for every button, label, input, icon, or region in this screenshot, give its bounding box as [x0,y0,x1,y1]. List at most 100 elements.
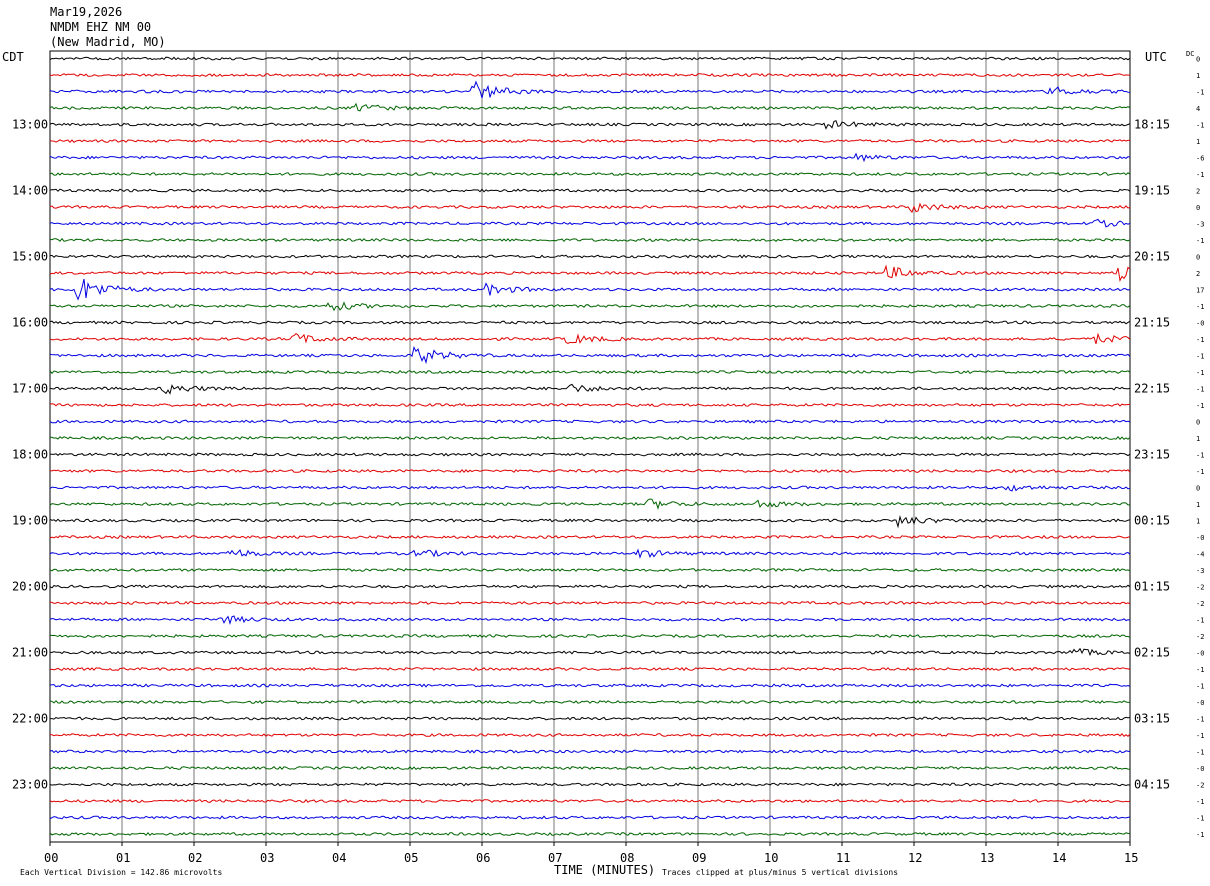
dc-offset-label: -2 [1196,782,1204,790]
dc-label: DC [1186,50,1194,58]
dc-offset-label: -1 [1196,815,1204,823]
dc-offset-label: -0 [1196,699,1204,707]
x-tick-label: 03 [260,851,274,865]
trace-line [49,56,1131,61]
trace-line [49,452,1131,457]
trace-line [49,383,1131,395]
dc-offset-label: 1 [1196,435,1200,443]
right-hour-label: 00:15 [1134,514,1170,528]
trace-line [49,264,1131,283]
right-hour-label: 22:15 [1134,382,1170,396]
x-axis-ticks: 00 01 02 03 04 05 06 07 08 09 10 11 12 13 14 15 [44,842,1138,865]
dc-offset-label: 2 [1196,188,1200,196]
x-tick-label: 05 [404,851,418,865]
footer-scale-note: Each Vertical Division = 142.86 microvol… [20,868,222,877]
x-tick-label: 15 [1124,851,1138,865]
trace-line [49,278,1131,301]
dc-offset-label: -1 [1196,831,1204,839]
right-hour-labels: 18:15 19:15 20:15 21:15 22:15 23:15 00:15 01:15… [1134,118,1170,792]
trace-line [49,254,1131,259]
trace-line [50,732,1131,737]
dc-offset-label: -1 [1196,798,1204,806]
right-hour-label: 01:15 [1134,580,1170,594]
dc-offset-label: -1 [1196,402,1204,410]
dc-offset-label: 0 [1196,254,1200,262]
left-hour-label: 20:00 [12,580,48,594]
left-hour-label: 23:00 [12,778,48,792]
right-timezone-label: UTC [1145,50,1167,64]
x-tick-label: 02 [188,851,202,865]
trace-line [49,332,1131,345]
dc-offset-label: 1 [1196,72,1200,80]
trace-line [49,765,1131,770]
left-hour-label: 22:00 [12,712,48,726]
dc-offset-label: -0 [1196,650,1204,658]
trace-line [49,615,1131,626]
dc-offset-label: -3 [1196,567,1204,575]
trace-line [49,120,1131,130]
right-hour-label: 03:15 [1134,712,1170,726]
trace-line [49,369,1131,375]
dc-offset-label: -1 [1196,353,1204,361]
dc-offset-label: -1 [1196,303,1204,311]
x-tick-label: 12 [908,851,922,865]
trace-line [49,534,1131,539]
left-hour-label: 13:00 [12,118,48,132]
dc-offset-label: 0 [1196,485,1200,493]
right-hour-label: 02:15 [1134,646,1170,660]
left-hour-label: 14:00 [12,184,48,198]
dc-offset-label: 0 [1196,56,1200,64]
trace-line [49,138,1131,144]
dc-offset-label: -2 [1196,584,1204,592]
dc-offset-label: -1 [1196,468,1204,476]
x-tick-label: 14 [1052,851,1066,865]
dc-offset-label: -1 [1196,237,1204,245]
footer-clip-note: Traces clipped at plus/minus 5 vertical … [662,868,898,877]
left-hour-labels: 13:00 14:00 15:00 16:00 17:00 18:00 19:00 20:00… [12,118,48,792]
dc-offset-label: 17 [1196,287,1204,295]
trace-line [49,600,1131,606]
trace-line [49,301,1131,312]
dc-offset-label: 1 [1196,138,1200,146]
trace-line [49,320,1131,325]
trace-line [49,782,1131,787]
dc-offset-label: -6 [1196,155,1204,163]
dc-offset-label: -1 [1196,336,1204,344]
x-tick-label: 04 [332,851,346,865]
right-hour-label: 21:15 [1134,316,1170,330]
right-hour-label: 20:15 [1134,250,1170,264]
trace-line [49,749,1131,754]
trace-line [49,815,1131,820]
dc-offset-label: -2 [1196,600,1204,608]
trace-line [49,567,1131,573]
dc-offset-label: -0 [1196,534,1204,542]
left-hour-label: 19:00 [12,514,48,528]
dc-offset-label: -1 [1196,171,1204,179]
x-tick-label: 01 [116,851,130,865]
right-hour-label: 23:15 [1134,448,1170,462]
dc-offset-label: -4 [1196,551,1204,559]
trace-line [49,484,1131,492]
dc-offset-label: -1 [1196,386,1204,394]
dc-offset-label: -1 [1196,666,1204,674]
trace-line [49,435,1131,441]
trace-line [49,799,1131,803]
dc-offset-label: 0 [1196,204,1200,212]
trace-line [49,831,1131,837]
header-date: Mar19,2026 [50,5,122,19]
trace-line [49,469,1131,474]
header-location: (New Madrid, MO) [50,35,166,49]
x-tick-label: 08 [620,851,634,865]
dc-offset-label: -1 [1196,122,1204,130]
dc-offset-label: -1 [1196,89,1204,97]
dc-offset-label: 1 [1196,518,1200,526]
dc-offset-label: -1 [1196,369,1204,377]
dc-offset-label: -2 [1196,633,1204,641]
trace-line [49,419,1131,424]
dc-offset-label: -1 [1196,452,1204,460]
x-tick-label: 09 [692,851,706,865]
dc-offset-label: 4 [1196,105,1200,113]
trace-line [49,237,1131,243]
trace-line [49,402,1131,407]
